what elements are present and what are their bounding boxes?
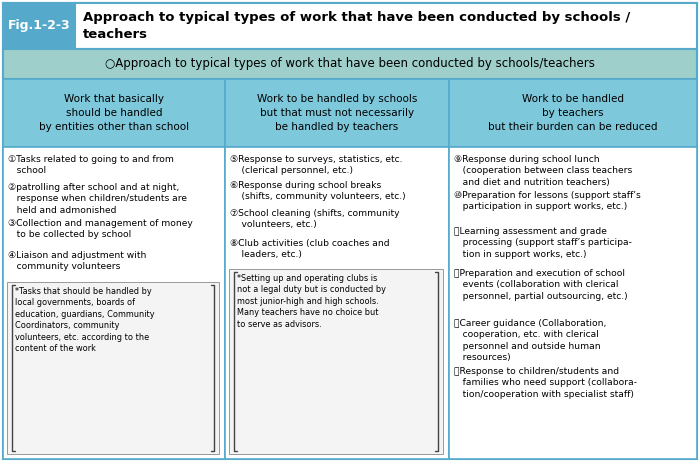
Text: *Tasks that should be handled by
local governments, boards of
education, guardia: *Tasks that should be handled by local g…: [15, 287, 155, 353]
Text: ⑫Preparation and execution of school
   events (collaboration with clerical
   p: ⑫Preparation and execution of school eve…: [454, 269, 628, 301]
Text: Work to be handled
by teachers
but their burden can be reduced: Work to be handled by teachers but their…: [489, 94, 658, 132]
Text: Work to be handled by schools
but that must not necessarily
be handled by teache: Work to be handled by schools but that m…: [257, 94, 417, 132]
Text: ⑩Preparation for lessons (support staff’s
   participation in support works, etc: ⑩Preparation for lessons (support staff’…: [454, 191, 640, 212]
Bar: [75, 3, 697, 49]
Text: ①Tasks related to going to and from
   school: ①Tasks related to going to and from scho…: [8, 155, 174, 176]
Bar: [449, 79, 697, 147]
Text: ④Liaison and adjustment with
   community volunteers: ④Liaison and adjustment with community v…: [8, 251, 146, 272]
Text: Fig.1-2-3: Fig.1-2-3: [8, 19, 70, 32]
Bar: [225, 147, 449, 459]
Text: ⑦School cleaning (shifts, community
    volunteers, etc.): ⑦School cleaning (shifts, community volu…: [230, 209, 400, 230]
Text: ⑬Career guidance (Collaboration,
   cooperation, etc. with clerical
   personnel: ⑬Career guidance (Collaboration, coopera…: [454, 319, 606, 362]
Bar: [225, 79, 449, 147]
Text: ⑤Response to surveys, statistics, etc.
    (clerical personnel, etc.): ⑤Response to surveys, statistics, etc. (…: [230, 155, 402, 176]
Text: ③Collection and management of money
   to be collected by school: ③Collection and management of money to b…: [8, 219, 192, 239]
Text: Approach to typical types of work that have been conducted by schools /
teachers: Approach to typical types of work that h…: [83, 11, 630, 41]
Text: ⑪Learning assessment and grade
   processing (support staff’s participa-
   tion: ⑪Learning assessment and grade processin…: [454, 227, 632, 259]
Text: ○Approach to typical types of work that have been conducted by schools/teachers: ○Approach to typical types of work that …: [105, 57, 595, 71]
Text: ⑥Response during school breaks
    (shifts, community volunteers, etc.): ⑥Response during school breaks (shifts, …: [230, 181, 405, 201]
Bar: [229, 269, 443, 454]
Text: *Setting up and operating clubs is
not a legal duty but is conducted by
most jun: *Setting up and operating clubs is not a…: [237, 274, 386, 329]
Bar: [7, 282, 219, 454]
Text: ②patrolling after school and at night,
   response when children/students are
  : ②patrolling after school and at night, r…: [8, 183, 187, 215]
Bar: [3, 147, 225, 459]
Bar: [3, 49, 697, 79]
Text: ⑭Response to children/students and
   families who need support (collabora-
   t: ⑭Response to children/students and famil…: [454, 367, 637, 399]
Bar: [3, 79, 225, 147]
Text: ⑨Response during school lunch
   (cooperation between class teachers
   and diet: ⑨Response during school lunch (cooperati…: [454, 155, 632, 187]
Text: ⑧Club activities (club coaches and
    leaders, etc.): ⑧Club activities (club coaches and leade…: [230, 239, 390, 260]
Bar: [449, 147, 697, 459]
Bar: [3, 3, 75, 49]
Text: Work that basically
should be handled
by entities other than school: Work that basically should be handled by…: [39, 94, 189, 132]
